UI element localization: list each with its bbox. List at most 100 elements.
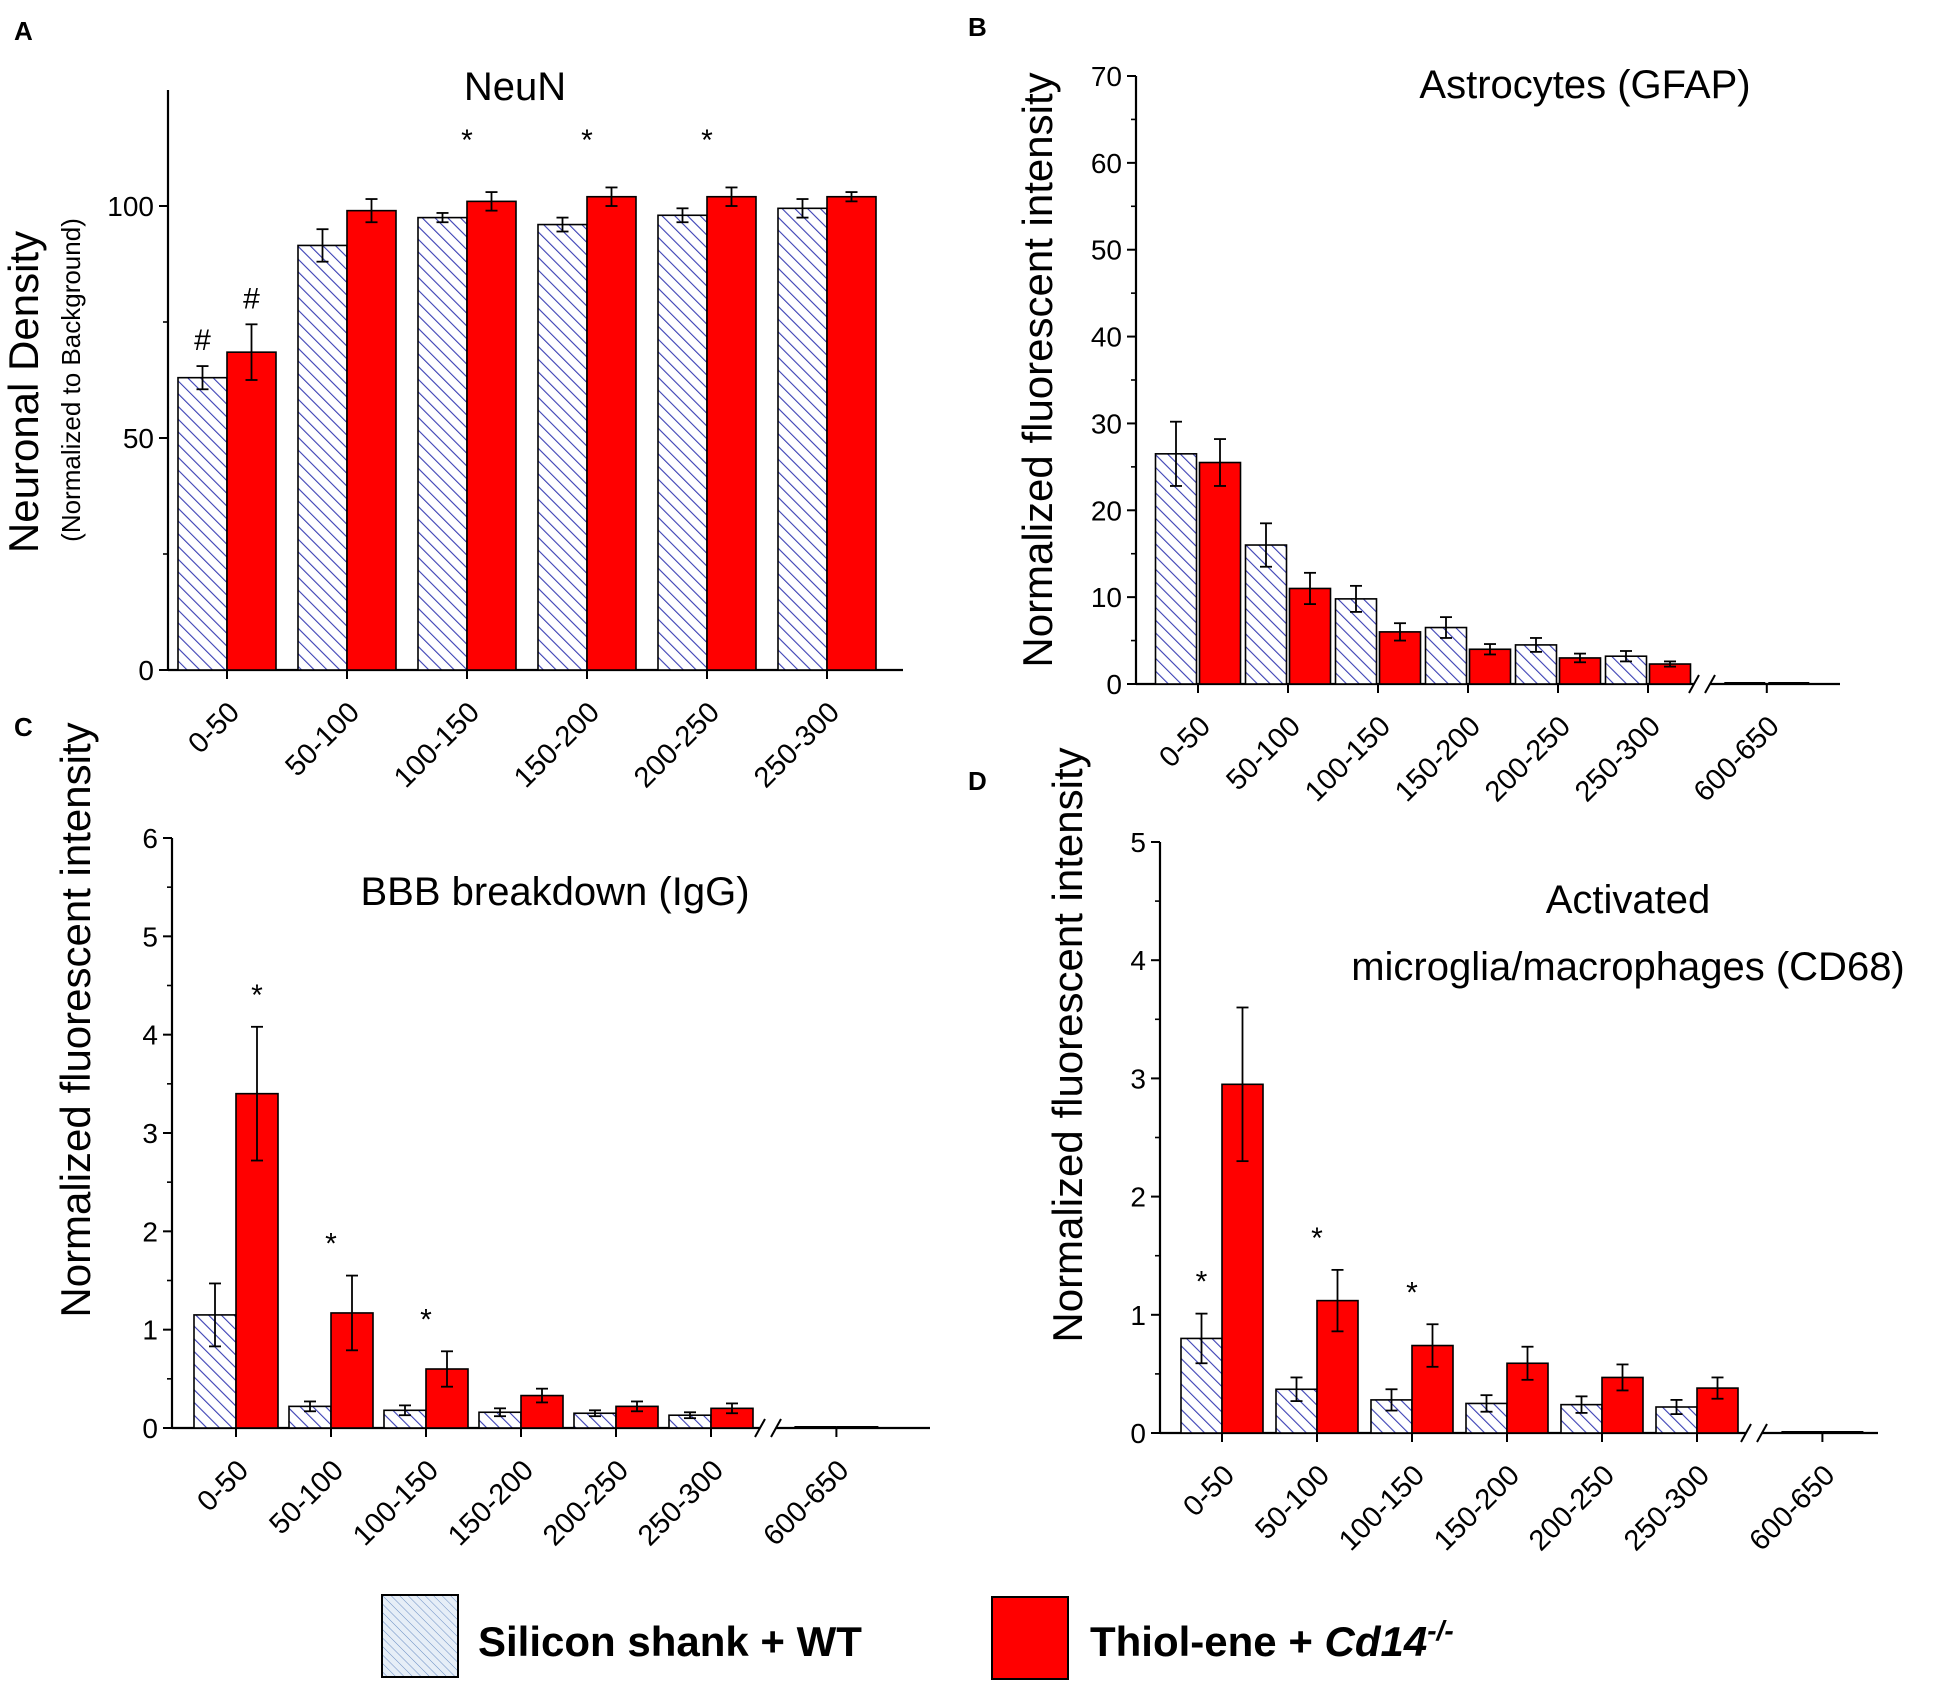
panel-b-axis-break-left [1688,674,1700,694]
panel-a-bar-thiolene-cd14 [586,195,637,671]
panel-d-title-line2: microglia/macrophages (CD68) [1351,945,1905,989]
panel-d-ylabel: Normalized fluorescent intensity [1044,747,1091,1342]
panel-d-significance-marker: * [1406,1276,1418,1309]
panel-b-category-label: 100-150 [1299,710,1397,808]
panel-letter-a: A [14,16,33,46]
panel-d-title-line1: Activated [1546,878,1711,922]
panel-c-axis-break-right [770,1418,782,1438]
legend-label-cd14-superscript: -/- [1427,1615,1453,1646]
panel-b-bar-silicon-wt [1244,544,1288,685]
panel-d-significance-marker: * [1311,1222,1323,1255]
panel-c-igg: C BBB breakdown (IgG) Normalized fluores… [14,712,930,1552]
panel-b-ytick-label: 10 [1091,582,1122,613]
panel-c-ytick-label: 4 [142,1020,158,1051]
panel-c-ylabel: Normalized fluorescent intensity [52,722,99,1317]
panel-a-bar-silicon-wt [537,223,588,671]
panel-c-category-label: 200-250 [537,1454,635,1552]
panel-d-ytick-label: 0 [1130,1418,1146,1449]
panel-a-ylabel: Neuronal Density [0,231,47,553]
panel-b-bar-thiolene-cd14 [1198,461,1242,685]
panel-b-category-label: 250-300 [1569,710,1667,808]
panel-a-bar-thiolene-cd14 [466,200,517,671]
panel-d-ytick-label: 3 [1130,1063,1146,1094]
panel-c-ytick-label: 2 [142,1216,158,1247]
panel-a-bar-thiolene-cd14 [346,209,397,671]
panel-b-axis-break-right [1704,674,1716,694]
panel-c-category-label: 150-200 [442,1454,540,1552]
panel-a-bar-silicon-wt [417,216,468,671]
panel-d-axis-break-right [1756,1423,1768,1443]
panel-b-category-label: 600-650 [1688,710,1786,808]
panel-letter-b: B [968,12,987,42]
panel-d-category-label: 50-100 [1249,1459,1335,1545]
panel-d-category-label: 600-650 [1743,1459,1841,1557]
panel-a-category-label: 150-200 [508,696,606,794]
panel-d-bar-silicon-wt [1370,1399,1413,1434]
panel-d-ytick-label: 5 [1130,827,1146,858]
panel-a-bar-thiolene-cd14 [826,195,877,671]
panel-a-significance-marker: * [701,124,713,157]
panel-a-bar-thiolene-cd14 [706,195,757,671]
panel-d-category-label: 150-200 [1428,1459,1526,1557]
panel-a-bar-silicon-wt [177,376,228,671]
panel-a-significance-marker: # [243,282,260,315]
panel-c-category-label: 600-650 [757,1454,855,1552]
panel-c-plot: 0 1 2 3 4 5 6 0-50 50-100100-150150-200200-25025… [142,823,930,1552]
panel-b-ytick-label: 50 [1091,235,1122,266]
panel-d-axis-break-left [1740,1423,1752,1443]
panel-b-bar-thiolene-cd14 [1468,648,1512,685]
panel-d-significance-marker: * [1196,1266,1208,1299]
panel-b-ytick-label: 70 [1091,61,1122,92]
panel-d-category-label: 250-300 [1618,1459,1716,1557]
panel-d-plot: 0 1 2 3 4 5 0-50 50-100100-150150-200200-250250… [1130,827,1878,1557]
panel-c-category-label: 250-300 [632,1454,730,1552]
panel-a-significance-marker: * [461,124,473,157]
panel-c-ytick-label: 5 [142,921,158,952]
panel-c-significance-marker: * [420,1303,432,1336]
panel-b-gfap: B Astrocytes (GFAP) Normalized fluoresce… [968,12,1840,808]
panel-a-bar-silicon-wt [297,244,348,671]
panel-a-category-label: 250-300 [748,696,846,794]
panel-letter-d: D [968,766,987,796]
panel-a-title: NeuN [464,65,566,109]
panel-b-ytick-label: 20 [1091,495,1122,526]
panel-b-category-label: 0-50 [1153,710,1217,774]
panel-c-ytick-label: 3 [142,1118,158,1149]
panel-c-category-label: 50-100 [263,1454,349,1540]
panel-c-category-label: 0-50 [191,1454,255,1518]
panel-b-ytick-label: 60 [1091,148,1122,179]
panel-b-category-label: 50-100 [1220,710,1306,796]
panel-a-ylabel-sub: (Normalized to Background) [56,218,86,542]
panel-a-category-label: 50-100 [279,696,365,782]
panel-b-ytick-label: 40 [1091,322,1122,353]
panel-a-neun: A NeuN Neuronal Density (Normalized to B… [0,16,903,794]
panel-b-bar-thiolene-cd14 [1558,657,1602,685]
panel-a-plot: 0 50 100 0-50 50-100 100-150 150-200 200-250 250… [107,90,903,794]
panel-a-category-label: 200-250 [628,696,726,794]
panel-c-significance-marker: * [325,1228,337,1261]
legend-label-silicon-wt: Silicon shank + WT [478,1618,862,1665]
panel-d-cd68: D Activated microglia/macrophages (CD68)… [968,747,1905,1557]
panel-a-ytick-label: 100 [107,191,154,222]
panel-c-category-label: 100-150 [347,1454,445,1552]
legend: Silicon shank + WT Thiol-ene + Cd14-/- [381,1594,1454,1680]
panel-d-ytick-label: 4 [1130,945,1146,976]
panel-letter-c: C [14,712,33,742]
panel-c-significance-marker: * [251,979,263,1012]
panel-d-bar-silicon-wt [1180,1337,1223,1434]
panel-a-ytick-label: 50 [123,423,154,454]
panel-c-ytick-label: 0 [142,1413,158,1444]
legend-swatch-thiolene-cd14 [991,1596,1069,1680]
panel-a-bar-silicon-wt [657,214,708,671]
panel-b-ylabel: Normalized fluorescent intensity [1014,72,1061,667]
panel-d-category-label: 200-250 [1523,1459,1621,1557]
panel-c-title: BBB breakdown (IgG) [360,870,749,914]
panel-b-category-label: 200-250 [1479,710,1577,808]
panel-b-category-label: 150-200 [1389,710,1487,808]
panel-b-bar-silicon-wt [1334,598,1378,685]
legend-label-thiolene-prefix: Thiol-ene + [1090,1618,1325,1665]
panel-b-ytick-label: 30 [1091,408,1122,439]
panel-a-category-label: 100-150 [388,696,486,794]
